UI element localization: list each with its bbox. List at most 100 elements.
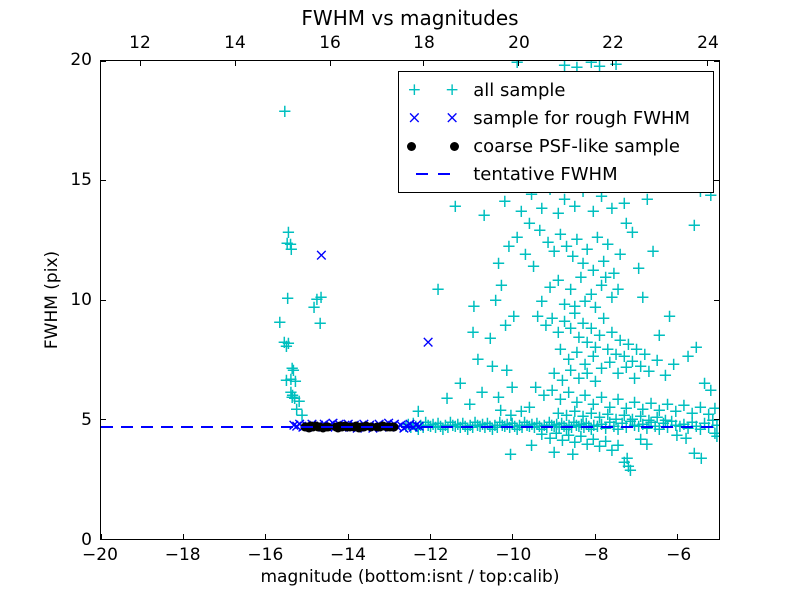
data-point: +: [280, 333, 296, 355]
tick-mark: [430, 534, 432, 539]
data-point: +: [283, 369, 299, 391]
data-point: +: [594, 386, 610, 408]
data-point: +: [551, 417, 567, 439]
data-point: +: [538, 315, 554, 337]
data-point: +: [651, 324, 667, 346]
x-tick-label: −8: [583, 545, 609, 565]
data-point: +: [413, 416, 428, 435]
data-point: +: [556, 61, 573, 76]
data-point: +: [583, 61, 599, 74]
data-point: +: [565, 245, 581, 267]
tick-mark: [518, 61, 520, 66]
data-point: +: [452, 372, 468, 394]
data-point: +: [554, 370, 570, 392]
data-point: +: [629, 339, 645, 361]
data-point: +: [600, 403, 616, 425]
data-point: +: [688, 336, 704, 358]
data-point: +: [500, 416, 515, 434]
legend: + + all sample × × sample for rough FWHM c…: [398, 71, 715, 194]
data-point: +: [624, 408, 641, 430]
x-tick-label: −6: [666, 545, 692, 565]
data-point: +: [410, 401, 426, 423]
data-point: +: [585, 200, 601, 222]
data-point: +: [285, 384, 301, 406]
data-point: +: [701, 403, 717, 425]
data-point: +: [546, 441, 562, 463]
legend-label-tentative-fwhm: tentative FWHM: [473, 163, 618, 185]
y-tick-label: 5: [81, 410, 92, 430]
data-point: +: [532, 219, 548, 241]
data-point: +: [544, 379, 560, 401]
data-point: +: [591, 435, 608, 457]
top-x-tick-label: 22: [602, 33, 624, 53]
data-point: +: [697, 413, 713, 435]
data-point: +: [482, 328, 498, 350]
data-point: ×: [396, 418, 411, 439]
data-point: +: [684, 402, 700, 424]
data-point: +: [676, 395, 692, 417]
data-point: +: [591, 324, 608, 346]
plus-glyph: +: [407, 79, 422, 100]
dot-glyph: [407, 141, 417, 151]
data-point: +: [479, 413, 495, 435]
data-point: +: [460, 418, 476, 440]
data-point: +: [659, 394, 676, 416]
data-point: +: [575, 312, 591, 334]
data-point: +: [567, 296, 583, 318]
data-point: +: [465, 322, 481, 344]
data-point: +: [571, 327, 587, 349]
legend-entry-tentative-fwhm: tentative FWHM: [407, 160, 705, 188]
data-point: ×: [314, 245, 329, 266]
data-point: +: [579, 433, 595, 455]
data-point: +: [563, 279, 579, 301]
data-point: +: [542, 277, 558, 299]
data-point: +: [530, 305, 546, 327]
data-point: +: [577, 291, 593, 313]
data-point: +: [491, 386, 507, 408]
data-point: +: [455, 413, 471, 435]
data-point: +: [574, 416, 589, 434]
data-point: +: [484, 418, 500, 440]
top-x-tick-label: 20: [508, 33, 530, 53]
data-point: +: [610, 363, 626, 385]
data-point: +: [678, 427, 694, 449]
tick-mark: [714, 180, 719, 181]
data-point: +: [610, 434, 626, 456]
data-point: +: [569, 341, 585, 363]
data-point: +: [594, 274, 610, 296]
top-x-tick-label: 18: [413, 33, 435, 53]
data-point: +: [586, 416, 601, 435]
x-glyph: ×: [445, 107, 460, 128]
data-point: +: [279, 232, 295, 254]
data-point: +: [546, 363, 562, 385]
data-point: +: [556, 188, 573, 210]
data-point: +: [470, 348, 486, 370]
data-point: +: [579, 238, 595, 260]
data-point: +: [405, 413, 421, 435]
data-point: +: [435, 418, 451, 440]
data-point: +: [462, 394, 478, 416]
data-point: +: [575, 406, 591, 428]
tick-mark: [423, 61, 425, 66]
data-point: +: [272, 311, 288, 333]
tick-mark: [329, 61, 331, 66]
data-point: +: [401, 416, 416, 434]
top-x-tick-label: 24: [697, 33, 719, 53]
data-point: +: [567, 195, 583, 217]
data-point: +: [517, 243, 533, 265]
data-point: +: [594, 358, 610, 380]
data-point: +: [608, 408, 624, 430]
tick-mark: [714, 299, 719, 301]
x-tick-label: −14: [330, 545, 366, 565]
data-point: +: [680, 346, 696, 368]
tick-mark: [265, 534, 267, 539]
data-point: +: [554, 413, 570, 435]
data-point: +: [616, 404, 632, 426]
legend-label-rough-fwhm: sample for rough FWHM: [473, 107, 691, 129]
data-point: +: [491, 253, 507, 275]
data-point: +: [526, 417, 542, 439]
data-point: +: [608, 343, 624, 365]
data-point: +: [554, 430, 570, 451]
data-point: +: [450, 416, 465, 434]
tick-mark: [235, 61, 237, 66]
